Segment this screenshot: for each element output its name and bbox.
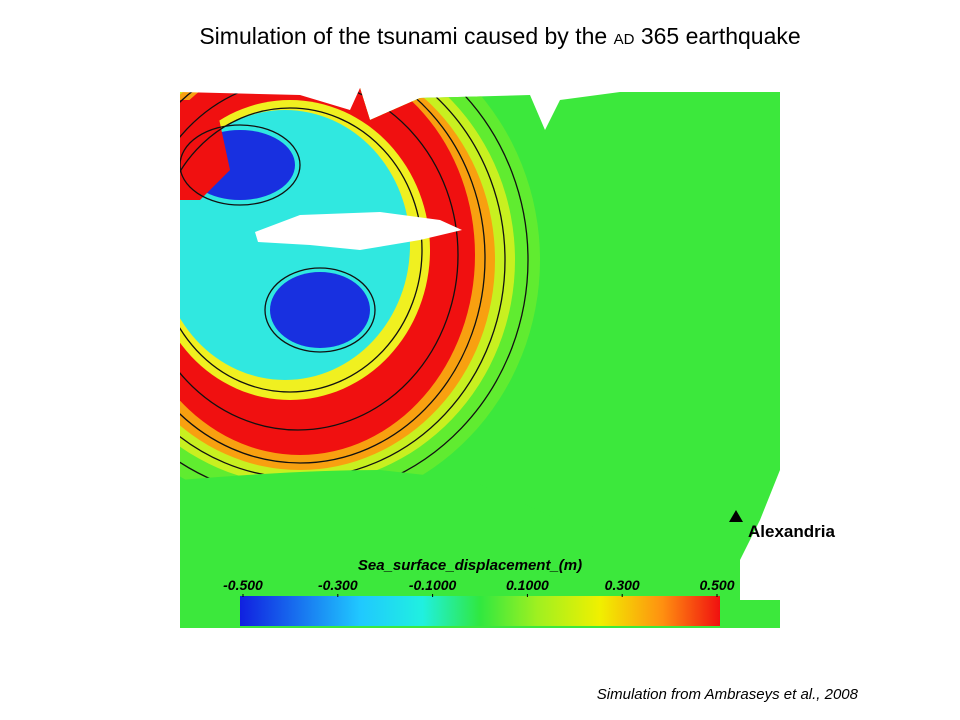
tick-label: 0.500 — [699, 577, 734, 593]
tick-label: -0.300 — [318, 577, 358, 593]
island — [255, 212, 462, 250]
tick-label: -0.500 — [223, 577, 263, 593]
colorbar-title: Sea_surface_displacement_(m) — [358, 557, 582, 574]
coast — [180, 88, 360, 110]
title-text: 365 earthquake — [641, 23, 801, 49]
tick-label: 0.1000 — [506, 577, 549, 593]
title: Simulation of the tsunami caused by the … — [199, 23, 800, 49]
wave-band — [180, 100, 230, 200]
place-label: Alexandria — [748, 522, 835, 541]
era: AD — [614, 31, 635, 48]
sea — [180, 470, 740, 628]
tick-label: 0.300 — [605, 577, 640, 593]
colorbar — [240, 596, 720, 626]
map — [180, 88, 780, 628]
title-text: Simulation of the tsunami caused by the — [199, 23, 607, 49]
colorbar-ticks: -0.500 -0.300 -0.1000 0.1000 0.300 0.500 — [223, 577, 735, 597]
tick-label: -0.1000 — [409, 577, 457, 593]
credit: Simulation from Ambraseys et al., 2008 — [597, 686, 859, 703]
city-marker — [729, 510, 743, 522]
wave-band — [270, 272, 370, 348]
